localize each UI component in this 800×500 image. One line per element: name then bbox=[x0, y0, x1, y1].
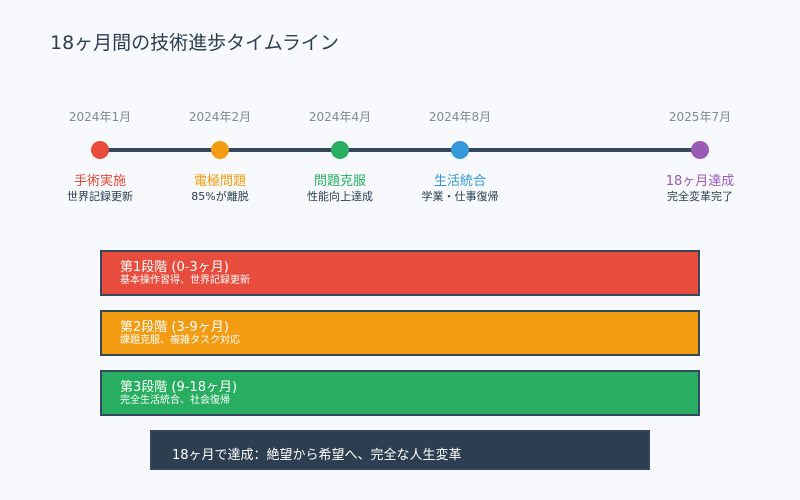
phase-3-box: 第3段階 (9-18ヶ月) 完全生活統合、社会復帰 bbox=[100, 370, 700, 416]
milestone-date: 2025年7月 bbox=[668, 110, 732, 124]
phase-title: 第2段階 (3-9ヶ月) bbox=[120, 320, 229, 335]
milestone-label: 手術実施 bbox=[73, 174, 126, 189]
milestone-date: 2024年4月 bbox=[308, 110, 372, 124]
phase-2-box: 第2段階 (3-9ヶ月) 課題克服、複雑タスク対応 bbox=[100, 310, 700, 356]
milestone-date: 2024年8月 bbox=[428, 110, 492, 124]
phase-desc: 完全生活統合、社会復帰 bbox=[120, 395, 230, 406]
milestone-label: 問題克服 bbox=[313, 174, 366, 189]
milestone-dot bbox=[691, 141, 709, 159]
page-title: 18ヶ月間の技術進歩タイムライン bbox=[50, 32, 339, 54]
phase-desc: 課題克服、複雑タスク対応 bbox=[120, 335, 240, 346]
milestone-desc: 85%が離脱 bbox=[191, 190, 249, 203]
summary-banner: 18ヶ月で達成：絶望から希望へ、完全な人生変革 bbox=[150, 430, 650, 470]
milestone-dot bbox=[331, 141, 349, 159]
milestone-dot bbox=[91, 141, 109, 159]
milestone-date: 2024年1月 bbox=[68, 110, 132, 124]
milestone-desc: 性能向上達成 bbox=[307, 190, 373, 203]
phase-desc: 基本操作習得、世界記録更新 bbox=[120, 275, 250, 286]
milestone-dot bbox=[211, 141, 229, 159]
summary-text: 18ヶ月で達成：絶望から希望へ、完全な人生変革 bbox=[172, 448, 462, 463]
milestone-label: 生活統合 bbox=[433, 174, 486, 189]
milestone-desc: 世界記録更新 bbox=[67, 190, 133, 203]
milestone-desc: 学業・仕事復帰 bbox=[421, 190, 499, 203]
milestone-date: 2024年2月 bbox=[188, 110, 252, 124]
phase-1-box: 第1段階 (0-3ヶ月) 基本操作習得、世界記録更新 bbox=[100, 250, 700, 296]
phase-title: 第1段階 (0-3ヶ月) bbox=[120, 260, 229, 275]
milestone-label: 電極問題 bbox=[193, 174, 246, 189]
phase-title: 第3段階 (9-18ヶ月) bbox=[120, 380, 238, 395]
milestone-dot bbox=[451, 141, 469, 159]
milestone-desc: 完全変革完了 bbox=[667, 190, 733, 203]
timeline-line bbox=[100, 148, 700, 152]
milestone-label: 18ヶ月達成 bbox=[665, 174, 735, 189]
